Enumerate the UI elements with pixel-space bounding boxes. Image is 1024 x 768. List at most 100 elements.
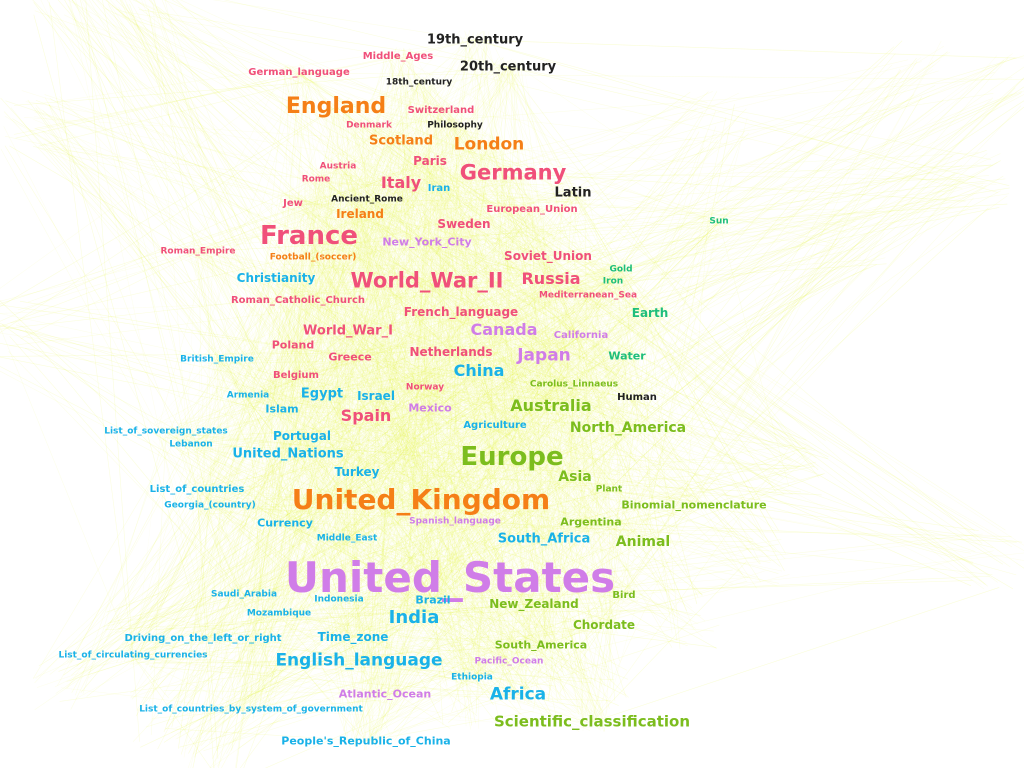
node-label-christianity: Christianity [236,271,316,285]
node-label-england: England [285,94,387,119]
node-label-brazil: Brazil [415,593,451,607]
node-label-portugal: Portugal [272,429,332,443]
node-label-united-kingdom: United_Kingdom [291,483,551,516]
node-label-spain: Spain [340,406,392,425]
node-label-world-war-ii: World_War_II [350,268,504,293]
node-label-middle-east: Middle_East [316,533,378,544]
node-label-egypt: Egypt [300,386,344,402]
node-label-mediterranean-sea: Mediterranean_Sea [538,290,638,301]
node-label-human: Human [617,392,657,403]
node-label-europe: Europe [460,442,564,472]
node-label-iron: Iron [602,276,624,287]
node-label-carolus-linnaeus: Carolus_Linnaeus [529,379,619,390]
node-label-sun: Sun [709,216,729,227]
node-label-new-york-city: New_York_City [382,235,472,249]
node-label-scotland: Scotland [368,133,434,149]
node-label-plant: Plant [595,484,623,495]
node-label-rome: Rome [301,174,331,185]
node-label-french-language: French_language [403,305,519,319]
node-label-time-zone: Time_zone [317,630,389,644]
node-label-belgium: Belgium [273,370,319,381]
node-label-earth: Earth [631,306,669,320]
node-label-binomial-nomenclature: Binomial_nomenclature [621,498,767,512]
node-label-argentina: Argentina [560,515,622,529]
node-label-football-soccer: Football_(soccer) [269,252,357,263]
node-label-france: France [259,221,359,251]
node-label-20th-century: 20th_century [459,59,557,75]
node-label-european-union: European_Union [486,204,578,215]
node-label-canada: Canada [470,320,538,339]
node-label-south-africa: South_Africa [497,531,591,547]
node-label-18th-century: 18th_century [385,77,453,88]
node-label-people-s-republic-of-china: People's_Republic_of_China [281,734,451,748]
node-label-italy: Italy [380,173,422,192]
node-label-water: Water [608,349,646,363]
node-label-german-language: German_language [248,67,350,78]
node-label-russia: Russia [521,269,581,288]
node-label-driving-on-the-left-or-right: Driving_on_the_left_or_right [124,633,282,644]
node-label-ethiopia: Ethiopia [451,672,493,683]
node-label-middle-ages: Middle_Ages [362,51,434,62]
node-label-united-states: United_States [284,553,616,602]
node-label-chordate: Chordate [572,618,636,632]
node-label-lebanon: Lebanon [169,439,213,450]
node-label-list-of-circulating-currencies: List_of_circulating_currencies [58,650,208,661]
node-label-islam: Islam [265,402,299,416]
node-label-california: California [553,330,609,341]
node-label-australia: Australia [510,396,592,415]
node-label-roman-empire: Roman_Empire [160,246,236,257]
node-label-iran: Iran [427,183,451,194]
node-label-scientific-classification: Scientific_classification [493,712,691,731]
node-label-mexico: Mexico [408,401,452,415]
node-label-ireland: Ireland [336,207,384,221]
node-label-israel: Israel [357,389,395,403]
node-label-latin: Latin [554,185,592,201]
node-label-austria: Austria [319,161,357,172]
node-label-denmark: Denmark [346,120,392,131]
node-label-indonesia: Indonesia [314,594,364,605]
node-label-london: London [453,134,525,155]
node-label-list-of-sovereign-states: List_of_sovereign_states [104,426,228,437]
node-label-soviet-union: Soviet_Union [504,249,592,263]
node-label-turkey: Turkey [334,465,380,479]
node-label-new-zealand: New_Zealand [489,597,579,611]
node-label-19th-century: 19th_century [426,32,524,48]
node-label-roman-catholic-church: Roman_Catholic_Church [230,295,366,306]
node-label-georgia-country: Georgia_(country) [164,500,256,511]
node-label-netherlands: Netherlands [409,345,493,359]
node-label-saudi-arabia: Saudi_Arabia [210,589,278,600]
node-label-mozambique: Mozambique [246,608,312,619]
node-label-armenia: Armenia [226,390,270,401]
node-label-agriculture: Agriculture [463,420,527,431]
node-label-poland: Poland [271,338,315,352]
node-label-world-war-i: World_War_I [303,323,393,339]
node-label-germany: Germany [459,160,567,185]
node-label-list-of-countries-by-system-of-government: List_of_countries_by_system_of_governmen… [139,704,363,715]
node-label-pacific-ocean: Pacific_Ocean [474,656,544,667]
node-label-south-america: South_America [494,638,588,652]
node-label-united-nations: United_Nations [232,446,344,462]
node-label-philosophy: Philosophy [427,120,483,131]
node-label-english-language: English_language [275,650,443,671]
node-label-norway: Norway [405,382,445,393]
node-label-greece: Greece [328,350,372,364]
node-label-british-empire: British_Empire [180,354,254,365]
node-label-north-america: North_America [569,420,687,436]
node-label-list-of-countries: List_of_countries [149,484,245,495]
node-label-japan: Japan [517,345,571,366]
node-label-asia: Asia [558,469,592,485]
node-label-spanish-language: Spanish_language [409,516,501,527]
node-label-sweden: Sweden [437,217,491,231]
node-label-bird: Bird [612,590,636,601]
node-label-africa: Africa [489,684,547,705]
node-label-currency: Currency [257,516,313,530]
node-label-atlantic-ocean: Atlantic_Ocean [338,687,432,701]
node-label-china: China [453,361,505,380]
node-label-animal: Animal [615,534,671,550]
node-label-gold: Gold [609,264,633,275]
node-label-paris: Paris [413,154,447,168]
node-label-jew: Jew [283,198,303,209]
node-label-ancient-rome: Ancient_Rome [331,194,403,205]
